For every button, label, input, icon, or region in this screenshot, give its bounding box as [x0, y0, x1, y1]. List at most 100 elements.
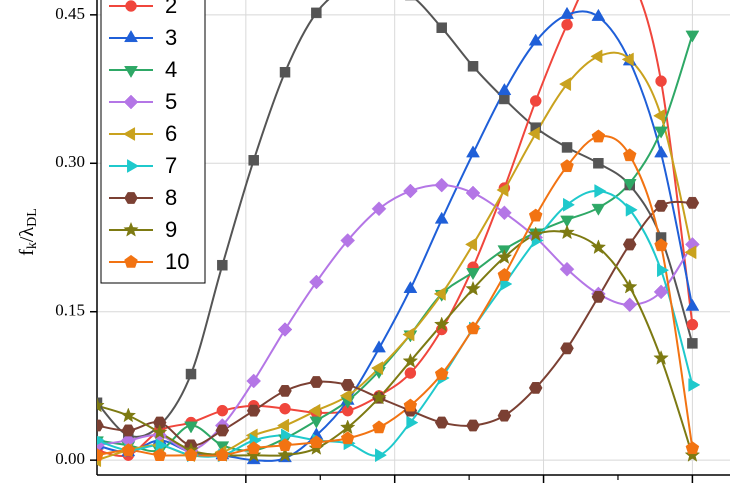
marker	[657, 263, 670, 278]
marker	[340, 431, 355, 445]
plot-area	[97, 0, 701, 468]
marker	[687, 338, 698, 349]
marker	[528, 382, 543, 394]
marker	[402, 352, 419, 368]
marker	[621, 278, 638, 294]
marker	[155, 438, 168, 453]
marker	[123, 94, 139, 110]
legend-label: 10	[165, 249, 189, 274]
legend-label: 5	[165, 89, 177, 114]
marker	[308, 403, 321, 418]
marker	[278, 385, 292, 397]
marker	[124, 192, 138, 204]
marker	[653, 108, 666, 123]
marker	[560, 159, 574, 173]
marker	[184, 448, 198, 461]
marker	[654, 238, 668, 252]
marker	[433, 286, 446, 301]
marker	[559, 261, 575, 277]
marker	[125, 0, 137, 12]
legend-label: 6	[165, 121, 177, 146]
y-label-main2: /λ	[16, 227, 38, 243]
marker	[591, 8, 606, 21]
marker	[560, 6, 574, 19]
marker	[372, 340, 386, 353]
marker	[370, 361, 384, 376]
marker	[339, 419, 356, 435]
marker	[434, 211, 449, 224]
marker	[688, 378, 701, 392]
marker	[466, 268, 480, 281]
marker	[309, 435, 324, 449]
marker	[406, 415, 419, 430]
marker	[654, 145, 669, 158]
y-tick-label: 0.45	[55, 4, 85, 23]
marker	[340, 233, 356, 248]
legend-label: 8	[165, 185, 177, 210]
marker	[402, 327, 415, 342]
marker	[277, 447, 293, 462]
marker	[246, 441, 261, 455]
marker	[593, 158, 604, 169]
marker	[467, 61, 479, 72]
marker	[464, 237, 478, 252]
marker	[403, 281, 418, 293]
marker	[434, 416, 449, 429]
marker	[281, 428, 293, 443]
marker	[248, 155, 259, 166]
marker	[622, 297, 638, 313]
marker	[622, 238, 637, 251]
marker	[560, 215, 574, 228]
marker	[685, 196, 700, 209]
marker	[403, 398, 418, 412]
marker	[465, 280, 481, 296]
marker	[559, 224, 575, 240]
marker	[654, 126, 669, 139]
marker	[591, 129, 606, 143]
marker	[623, 148, 637, 162]
marker	[591, 290, 606, 303]
marker	[594, 184, 607, 198]
marker	[466, 419, 480, 432]
marker	[184, 421, 198, 434]
marker	[528, 208, 543, 222]
y-label-sub2: DL	[25, 208, 40, 227]
marker	[124, 254, 138, 268]
marker	[685, 441, 700, 455]
marker	[339, 388, 352, 403]
marker	[97, 448, 104, 461]
marker	[684, 447, 701, 462]
marker	[121, 443, 136, 457]
marker	[277, 322, 293, 337]
marker	[309, 376, 324, 388]
legend-label: 9	[165, 217, 177, 242]
marker	[311, 7, 322, 19]
marker	[655, 75, 667, 87]
marker	[561, 18, 573, 31]
marker	[654, 199, 668, 212]
marker	[621, 52, 634, 67]
marker	[246, 373, 262, 389]
marker	[123, 221, 139, 237]
marker	[590, 239, 607, 255]
marker	[97, 397, 105, 413]
marker	[278, 438, 292, 452]
marker	[433, 316, 450, 332]
marker	[97, 397, 103, 409]
marker	[497, 205, 512, 221]
marker	[560, 342, 574, 355]
marker	[122, 127, 136, 141]
marker	[276, 418, 290, 433]
y-label-sub: k	[25, 242, 40, 249]
marker	[124, 66, 138, 78]
marker	[245, 447, 262, 462]
marker	[466, 321, 480, 335]
marker	[216, 404, 229, 417]
marker	[215, 448, 230, 461]
marker	[375, 448, 387, 463]
marker	[561, 142, 573, 153]
marker	[686, 318, 699, 331]
marker	[653, 284, 669, 300]
